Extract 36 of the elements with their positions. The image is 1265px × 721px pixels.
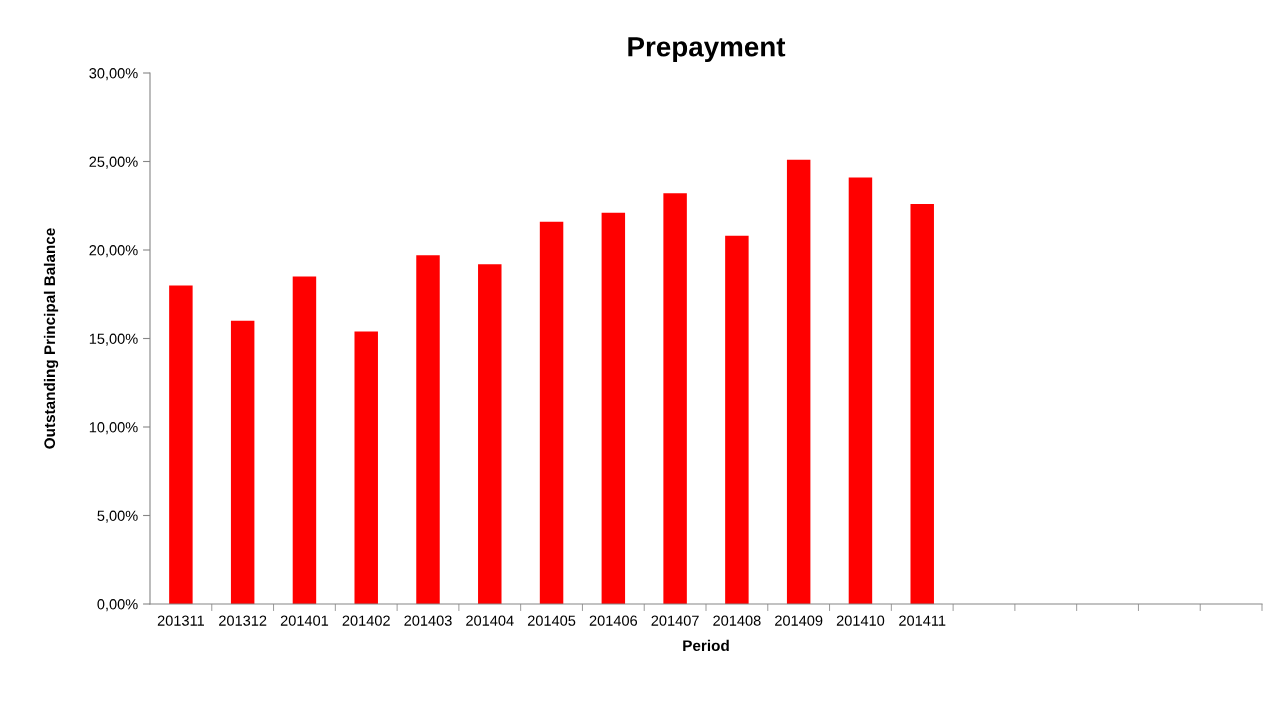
x-axis-title: Period (683, 639, 729, 652)
bar (292, 276, 317, 604)
y-tick-label: 15,00% (89, 333, 138, 346)
bar (725, 235, 749, 604)
x-tick-label: 201401 (280, 615, 329, 626)
x-tick-label: 201411 (899, 615, 946, 626)
bar (169, 285, 193, 604)
bar (910, 203, 934, 604)
bar (539, 221, 564, 604)
bar (230, 320, 255, 604)
x-tick-label: 201409 (775, 615, 823, 626)
y-tick-label: 30,00% (89, 68, 138, 81)
bar (354, 331, 378, 604)
bar (786, 159, 811, 604)
y-tick-label: 10,00% (89, 422, 138, 435)
x-tick-label: 201406 (589, 615, 638, 626)
y-tick-label: 0,00% (97, 599, 138, 612)
y-axis-title: Outstanding Principal Balance (43, 228, 59, 449)
bar (416, 255, 440, 604)
bar (601, 212, 626, 604)
bar (478, 264, 502, 604)
x-tick-label: 201410 (836, 615, 885, 626)
x-tick-label: 201311 (157, 615, 204, 626)
y-tick-label: 5,00% (97, 510, 138, 523)
x-tick-label: 201403 (404, 615, 452, 626)
y-tick-label: 20,00% (89, 245, 138, 258)
x-tick-label: 201408 (713, 615, 761, 626)
x-tick-label: 201312 (219, 615, 267, 626)
x-tick-label: 201402 (342, 615, 390, 626)
x-tick-label: 201404 (466, 615, 514, 626)
x-tick-label: 201407 (651, 615, 699, 626)
bar (848, 177, 873, 604)
bar (663, 193, 687, 604)
y-tick-label: 25,00% (89, 156, 138, 169)
chart-title: Prepayment (628, 37, 786, 63)
x-tick-label: 201405 (527, 615, 576, 626)
